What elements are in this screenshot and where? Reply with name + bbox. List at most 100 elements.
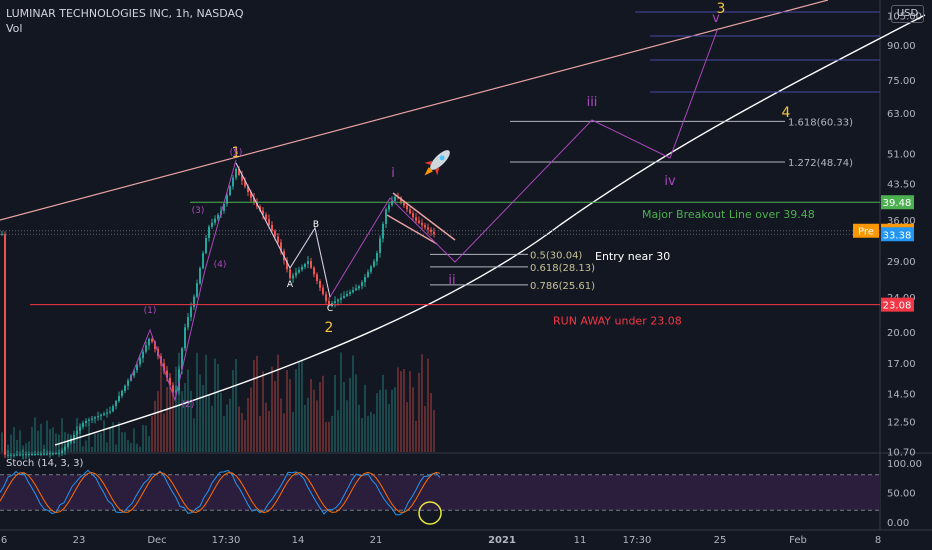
price-tag-bg [881,227,914,242]
volume-bar [85,440,87,452]
volume-bar [19,430,21,452]
volume-bar [163,413,165,452]
candle-body [115,401,117,407]
volume-bar [430,393,432,452]
volume-bar [229,398,231,452]
candle-body [37,453,39,455]
candle-body [148,338,150,346]
candle-body [229,186,231,196]
candle-body [241,174,243,181]
y-tick-label: 29.00 [887,257,916,268]
candle-body [223,203,225,211]
wave-label-minor: ii [448,273,455,288]
volume-bar [334,375,336,452]
x-tick-label: Feb [789,535,807,546]
currency-button[interactable]: USD [891,5,924,23]
volume-bar [397,367,399,452]
y-tick-label: 36.00 [887,216,916,227]
volume-bar [1,432,3,452]
candle-body [13,454,15,456]
y-tick-label: 105.00 [887,12,922,23]
candle-body [280,242,282,252]
volume-bar [43,444,45,452]
rocket-icon [424,150,450,176]
candle-body [34,453,36,455]
volume-bar [34,417,36,452]
volume-bar [265,402,267,452]
symbol-title[interactable]: LUMINAR TECHNOLOGIES INC, 1h, NASDAQ [6,7,244,20]
candle-body [235,168,237,178]
rocket-window [439,155,445,161]
wave-label-sub: (1) [144,306,157,316]
stoch-tick-label: 50.00 [887,489,916,500]
volume-bar [13,427,15,452]
volume-bar [322,375,324,452]
volume-bar [298,361,300,452]
price-tag-label: 23.08 [883,301,912,312]
candle-body [202,253,204,269]
chart-header: LUMINAR TECHNOLOGIES INC, 1h, NASDAQ Vol [6,6,243,36]
volume-bar [337,410,339,452]
wave-label-minor: iv [664,174,676,189]
volume-bar [226,404,228,452]
volume-bar [61,418,63,452]
volume-bar [142,424,144,452]
volume-bar [157,391,159,452]
volume-bar [55,433,57,452]
candle-body [418,220,420,223]
candle-body [412,213,414,218]
volume-bar [193,418,195,452]
volume-bar [37,430,39,452]
volume-bar [217,363,219,452]
candle-body [166,370,168,378]
pre-tag-label: Pre [858,227,874,238]
candle-body [328,300,330,305]
candle-body [385,209,387,225]
candle-body [244,180,246,187]
volume-bar [169,389,171,452]
candle-body [259,206,261,211]
stoch-label[interactable]: Stoch (14, 3, 3) [6,458,84,469]
x-tick-label: 8 [875,535,881,546]
candle-body [388,205,390,210]
y-tick-label: 10.70 [887,447,916,458]
fib-retracement-label: 0.786(25.61) [530,281,595,292]
candle-body [199,268,201,284]
volume-label[interactable]: Vol [6,22,23,35]
candle-body [394,196,396,201]
candle-body [232,177,234,187]
volume-bar [25,443,27,452]
volume-bar [181,391,183,452]
flag-lower-line [386,214,438,245]
volume-bar [82,446,84,452]
volume-bar [133,428,135,452]
candle-body [319,280,321,288]
volume-bar [319,382,321,452]
volume-bar [40,423,42,452]
volume-bar [412,387,414,452]
stoch-d-line [0,471,441,514]
candle-body [79,426,81,431]
candle-body [295,272,297,276]
candle-body [64,446,66,451]
candle-body [61,450,63,454]
candle-body [43,453,45,455]
candle-body [343,295,345,298]
volume-bar [70,439,72,452]
y-tick-label: 17.00 [887,359,916,370]
volume-bar [46,420,48,452]
x-tick-label: 23 [73,535,86,546]
volume-bar [295,369,297,452]
volume-bar [7,444,9,452]
candle-body [145,345,147,352]
volume-bar [325,421,327,452]
volume-bar [421,354,423,452]
volume-bar [22,445,24,452]
volume-bar [16,439,18,452]
candle-body [253,197,255,203]
volume-bar [292,412,294,452]
volume-bar [400,371,402,452]
volume-bar [379,389,381,452]
